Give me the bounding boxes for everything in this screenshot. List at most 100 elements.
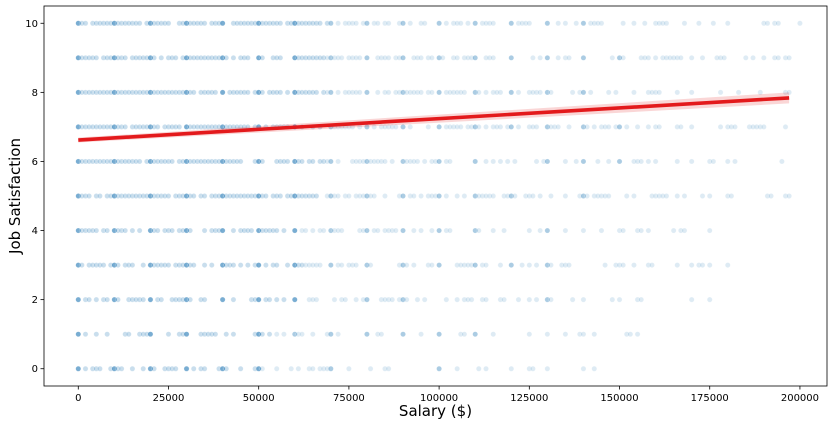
data-point (490, 331, 497, 337)
data-point (338, 55, 345, 61)
data-point (169, 158, 175, 165)
data-point (775, 55, 782, 61)
data-point (490, 20, 497, 27)
data-point (403, 262, 410, 268)
data-point (696, 20, 702, 27)
data-point (82, 365, 89, 372)
data-point (638, 158, 644, 165)
data-point (656, 124, 663, 130)
data-point (190, 193, 197, 199)
data-point (544, 158, 551, 165)
data-point (75, 331, 82, 337)
x-tick-label: 175000 (691, 393, 729, 404)
data-point (537, 193, 543, 199)
data-point (533, 296, 540, 303)
data-point (169, 227, 175, 234)
data-point (374, 89, 381, 96)
data-point (291, 296, 298, 303)
data-point (457, 124, 464, 130)
data-point (670, 227, 677, 234)
y-tick-label: 4 (32, 226, 38, 237)
data-point (674, 158, 681, 165)
data-point (706, 296, 713, 303)
data-point (212, 89, 219, 96)
data-point (230, 227, 237, 234)
data-point (472, 158, 478, 165)
data-point (219, 89, 226, 96)
data-point (580, 365, 587, 372)
data-point (436, 227, 442, 234)
data-point (573, 20, 580, 27)
data-point (580, 89, 587, 96)
data-point (129, 227, 136, 234)
x-tick-label: 0 (75, 393, 81, 404)
data-point (721, 55, 727, 61)
data-point (764, 20, 771, 27)
data-point (475, 124, 482, 130)
data-point (201, 20, 208, 27)
data-point (555, 20, 561, 27)
data-point (115, 296, 121, 303)
data-point (526, 296, 533, 303)
data-point (678, 55, 684, 61)
data-point (562, 158, 569, 165)
x-tick-label: 125000 (510, 393, 548, 404)
data-point (674, 262, 681, 268)
data-point (277, 193, 284, 199)
data-point (201, 365, 208, 372)
data-point (136, 158, 143, 165)
data-point (598, 227, 605, 234)
data-point (328, 331, 334, 337)
data-point (562, 20, 569, 27)
data-point (400, 193, 406, 199)
data-point (508, 20, 515, 27)
data-point (190, 365, 197, 372)
data-point (699, 193, 706, 199)
data-point (418, 193, 424, 199)
data-point (645, 55, 652, 61)
data-point (652, 55, 659, 61)
data-point (183, 331, 190, 337)
data-point (443, 20, 450, 27)
data-point (281, 331, 287, 337)
x-tick-label: 50000 (243, 393, 275, 404)
data-point (259, 365, 266, 372)
data-point (634, 331, 641, 337)
data-point (302, 227, 309, 234)
data-point (82, 331, 89, 337)
data-point (259, 331, 266, 337)
data-point (317, 20, 323, 27)
x-axis-label: Salary ($) (399, 402, 472, 420)
data-point (237, 365, 244, 372)
data-point (483, 262, 489, 268)
data-point (436, 262, 442, 268)
data-point (638, 227, 644, 234)
data-point (364, 89, 370, 96)
data-point (158, 296, 165, 303)
data-point (562, 331, 569, 337)
data-point (223, 365, 230, 372)
data-point (743, 55, 749, 61)
data-point (584, 193, 590, 199)
data-point (346, 193, 352, 199)
data-point (674, 193, 681, 199)
data-point (508, 124, 515, 130)
data-point (411, 262, 417, 268)
data-point (797, 20, 803, 27)
data-point (508, 262, 515, 268)
data-point (364, 20, 370, 27)
data-point (421, 296, 428, 303)
data-point (277, 89, 284, 96)
data-point (638, 296, 644, 303)
data-point (537, 89, 543, 96)
data-point (623, 124, 630, 130)
data-point (310, 365, 316, 372)
data-point (688, 124, 695, 130)
data-point (273, 262, 280, 268)
data-point (187, 296, 193, 303)
data-point (353, 296, 359, 303)
data-point (497, 262, 504, 268)
data-point (411, 227, 417, 234)
data-point (530, 193, 536, 199)
data-point (97, 193, 103, 199)
